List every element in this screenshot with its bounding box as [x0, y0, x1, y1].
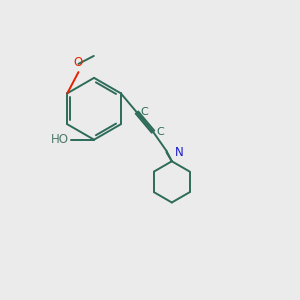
- Text: N: N: [175, 146, 184, 159]
- Text: C: C: [157, 127, 164, 137]
- Text: O: O: [74, 56, 83, 69]
- Text: C: C: [140, 107, 148, 118]
- Text: HO: HO: [51, 133, 69, 146]
